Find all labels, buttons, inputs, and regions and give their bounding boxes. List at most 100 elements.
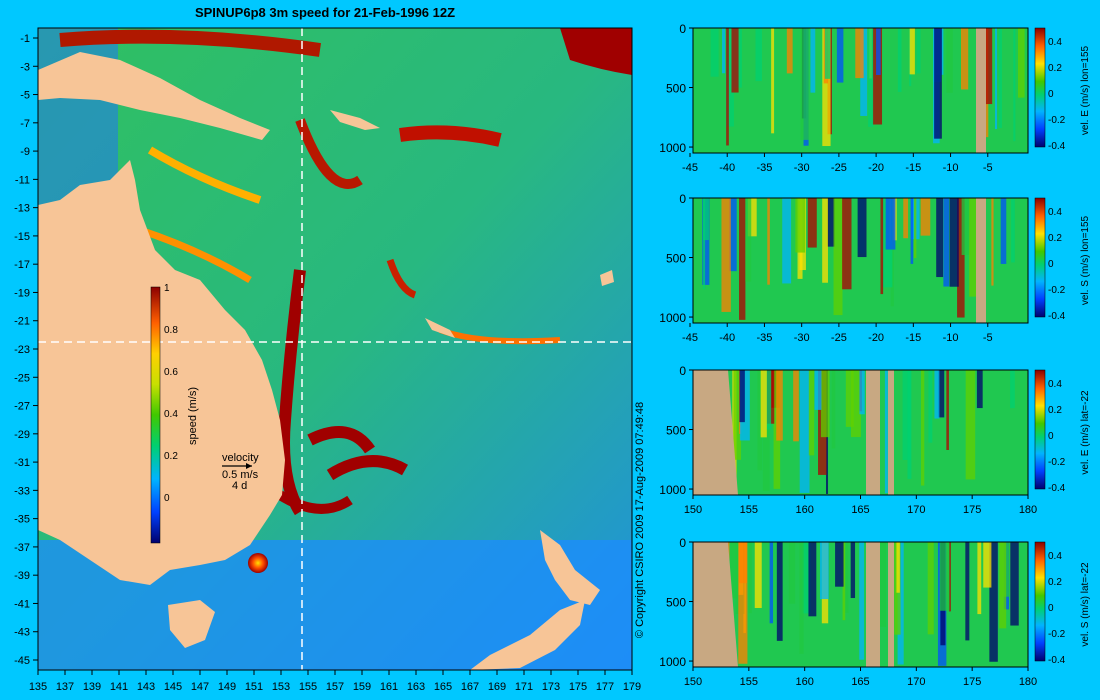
map-x-tick-label: 165 xyxy=(434,681,452,693)
map-y-tick-label: -33 xyxy=(14,485,30,497)
panel-streak xyxy=(827,198,835,247)
panel-streak xyxy=(948,542,951,612)
panel-colorbar-tick: 0 xyxy=(1048,603,1054,614)
copyright-notice: © Copyright CSIRO 2009 17-Aug-2009 07:49… xyxy=(634,402,646,638)
map-colorbar-tick: 0.8 xyxy=(164,325,178,336)
panel-x-tick-label: 180 xyxy=(1019,504,1037,516)
panel-streak xyxy=(835,542,844,587)
panel-streak xyxy=(730,542,738,599)
map-current-mid1 xyxy=(386,258,417,299)
panel-x-tick-label: 150 xyxy=(684,676,702,688)
map-x-tick-label: 169 xyxy=(488,681,506,693)
panel-frame xyxy=(692,27,1029,154)
map-y-tick-label: -17 xyxy=(14,259,30,271)
panel-streak xyxy=(965,542,970,641)
map-colorbar-tick: 0.4 xyxy=(164,409,178,420)
panel-streak xyxy=(754,542,762,608)
panel-streak xyxy=(833,198,843,316)
map-y-tick-label: -35 xyxy=(14,514,30,526)
panel-x-tick-label: -35 xyxy=(756,162,772,174)
map-x-tick-label: 163 xyxy=(407,681,425,693)
map-current-tail xyxy=(277,490,353,514)
chart-title: SPINUP6p8 3m speed for 21-Feb-1996 12Z xyxy=(195,5,455,20)
panel-streak xyxy=(983,542,992,588)
panel-y-tick-label: 500 xyxy=(666,596,686,610)
panel-colorbar-tick: -0.2 xyxy=(1048,285,1066,296)
land-tasmania xyxy=(168,600,215,648)
map-x-tick-label: 147 xyxy=(191,681,209,693)
panel-streak xyxy=(820,370,830,438)
panel-streak xyxy=(897,28,902,92)
panel-colorbar xyxy=(1034,541,1046,662)
map-colorbar-ticks: 1 0.8 0.6 0.4 0.2 0 xyxy=(164,283,178,504)
panel-streak xyxy=(876,28,881,75)
panel-streak xyxy=(776,370,783,441)
panel-streak xyxy=(845,370,854,427)
panel-x-tick-label: -10 xyxy=(943,162,959,174)
panel-x-tick-label: -40 xyxy=(719,162,735,174)
panel-x-tick-label: -5 xyxy=(983,162,993,174)
panel-y-tick-label: 0 xyxy=(679,22,686,36)
panel-streak xyxy=(836,28,844,83)
map-x-tick-label: 159 xyxy=(353,681,371,693)
map-x-tick-label: 141 xyxy=(110,681,128,693)
panel-streak xyxy=(831,370,836,449)
panel-colorbar-tick: -0.4 xyxy=(1048,141,1066,152)
panel-streak xyxy=(934,370,940,419)
panel-streak xyxy=(902,370,911,460)
map-current-coral xyxy=(399,125,502,147)
map-x-tick-label: 145 xyxy=(164,681,182,693)
panel-streak xyxy=(989,542,998,662)
map-colorbar-tick: 1 xyxy=(164,283,170,294)
panel-streak xyxy=(845,542,849,613)
section-panels: -45 -40 -35 -30 -25 -20 -15 -10 -5 0 500 1000 0.4 0.2… xyxy=(659,22,1091,688)
panel-colorbar-tick: 0.4 xyxy=(1048,551,1062,562)
map-x-tick-label: 179 xyxy=(623,681,641,693)
panel-colorbar xyxy=(1034,27,1046,148)
panel-streak xyxy=(771,28,775,134)
panel-streak xyxy=(928,370,933,443)
panel-streak xyxy=(786,28,793,74)
panel-streak xyxy=(722,28,726,74)
panel-colorbar-tick: 0.2 xyxy=(1048,233,1062,244)
map-y-tick-label: -21 xyxy=(14,316,30,328)
panel-streak xyxy=(795,198,806,253)
panel-x-tick-label: -25 xyxy=(831,162,847,174)
panel-streak xyxy=(822,28,831,147)
map-y-tick-label: -15 xyxy=(14,231,30,243)
panel-x-tick-label: 175 xyxy=(963,676,981,688)
panel-streak xyxy=(921,370,925,486)
map-current-mid3 xyxy=(147,146,262,204)
panel-x-tick-label: 160 xyxy=(795,504,813,516)
panel-streak xyxy=(909,28,915,75)
panel-streak xyxy=(842,542,846,621)
map-y-tick-label: -19 xyxy=(14,287,30,299)
map-x-tick-label: 135 xyxy=(29,681,47,693)
panel-streak xyxy=(702,198,710,285)
map-y-tick-label: -5 xyxy=(20,90,30,102)
panel-x-tick-label: -45 xyxy=(682,162,698,174)
panel-streak xyxy=(884,370,888,494)
panel-x-tick-label: 180 xyxy=(1019,676,1037,688)
panel-x-tick-label: 165 xyxy=(851,676,869,688)
panel-streak xyxy=(851,370,861,438)
panel-land xyxy=(693,542,738,667)
map-x-tick-label: 173 xyxy=(542,681,560,693)
map-y-tick-label: -13 xyxy=(14,203,30,215)
map-x-tick-label: 157 xyxy=(326,681,344,693)
panel-land xyxy=(888,542,894,667)
panel-colorbar-tick: -0.4 xyxy=(1048,655,1066,666)
panel-land xyxy=(976,28,986,153)
panel-land xyxy=(866,542,880,667)
panel-colorbar-tick: -0.4 xyxy=(1048,311,1066,322)
panel-y-tick-label: 500 xyxy=(666,424,686,438)
panel-streak xyxy=(910,198,914,264)
panel-streak xyxy=(1010,370,1015,409)
map-x-tick-label: 153 xyxy=(272,681,290,693)
map-x-tick-label: 149 xyxy=(218,681,236,693)
panel-x-tick-label: -20 xyxy=(868,162,884,174)
panel-streak xyxy=(721,198,731,312)
panel-streak xyxy=(748,542,752,614)
map-x-tick-label: 139 xyxy=(83,681,101,693)
panel-streak xyxy=(934,28,942,139)
